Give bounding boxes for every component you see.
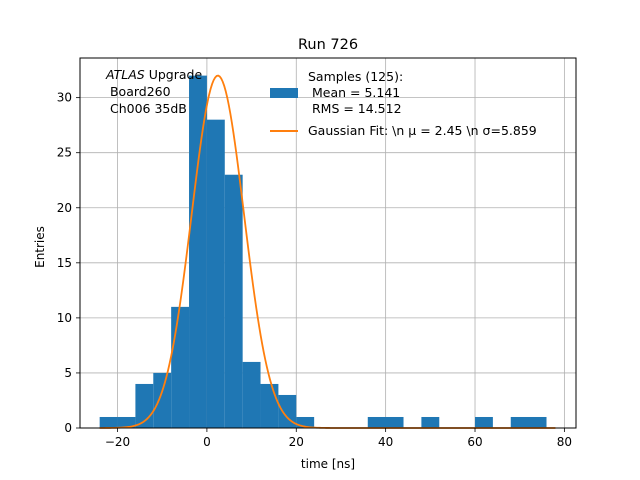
annotation-italic-word: ATLAS <box>105 67 145 82</box>
annotation-line-2: Board260 <box>106 84 171 99</box>
x-tick-label: 40 <box>378 435 393 449</box>
x-tick-label: 80 <box>557 435 572 449</box>
legend-fit-label: Gaussian Fit: \n μ = 2.45 \n σ=5.859 <box>308 123 537 138</box>
histogram-bar <box>224 174 243 428</box>
histogram-bar <box>260 383 279 428</box>
x-tick-label: 0 <box>203 435 211 449</box>
y-tick-label: 30 <box>57 91 72 105</box>
y-tick-label: 15 <box>57 256 72 270</box>
legend-hist-line-3: RMS = 14.512 <box>308 101 402 116</box>
axis-ticks: −20 0 20 40 60 80 0 5 10 15 20 25 30 <box>57 91 572 449</box>
histogram-bars <box>99 75 547 429</box>
y-tick-label: 20 <box>57 201 72 215</box>
y-tick-label: 0 <box>64 421 72 435</box>
x-axis-label: time [ns] <box>301 457 355 471</box>
x-tick-label: −20 <box>105 435 130 449</box>
histogram-bar <box>475 416 493 428</box>
histogram-bar <box>99 416 118 428</box>
y-axis-label: Entries <box>33 226 47 268</box>
annotation-line-1-rest: Upgrade <box>145 67 203 82</box>
annotation-box: ATLAS Upgrade Board260 Ch006 35dB <box>105 67 202 116</box>
legend-hist-line-1: Samples (125): <box>308 69 403 84</box>
annotation-line-1: ATLAS Upgrade <box>105 67 202 82</box>
histogram-bar <box>367 416 404 428</box>
histogram-bar <box>171 306 190 428</box>
histogram-bar <box>153 372 172 428</box>
y-tick-label: 25 <box>57 146 72 160</box>
axes-frame <box>79 57 577 429</box>
histogram-bar <box>242 361 261 428</box>
x-tick-label: 60 <box>467 435 482 449</box>
histogram-bar <box>421 416 440 428</box>
histogram-bar <box>278 394 297 428</box>
chart-title: Run 726 <box>298 37 358 53</box>
annotation-line-3: Ch006 35dB <box>106 101 187 116</box>
y-tick-label: 10 <box>57 311 72 325</box>
x-tick-label: 20 <box>289 435 304 449</box>
plot-frame <box>79 57 577 429</box>
legend-hist-line-2: Mean = 5.141 <box>308 85 400 100</box>
histogram-bar <box>296 416 315 428</box>
histogram-bar <box>117 416 136 428</box>
legend-hist-swatch <box>270 88 298 98</box>
histogram-bar <box>206 119 225 429</box>
y-tick-label: 5 <box>64 366 72 380</box>
histogram-bar <box>510 416 547 428</box>
histogram-bar <box>189 75 207 428</box>
legend: Samples (125): Mean = 5.141 RMS = 14.512… <box>270 69 537 138</box>
